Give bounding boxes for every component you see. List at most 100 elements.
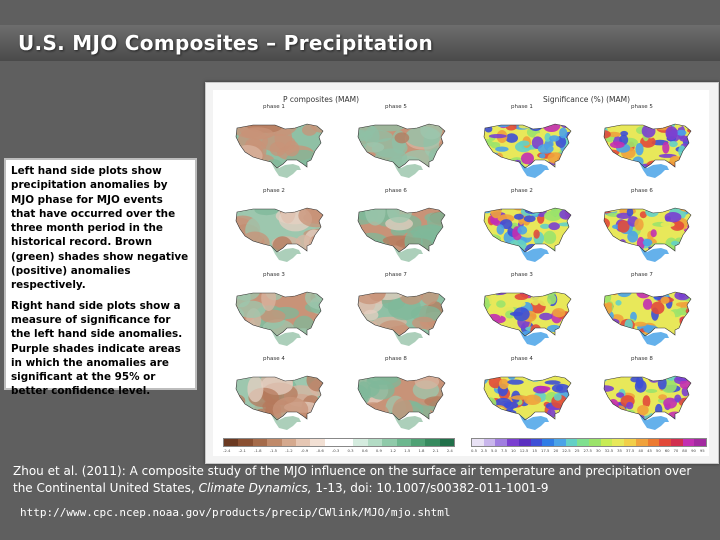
colorbar-swatch <box>624 439 636 446</box>
colorbar-swatch <box>495 439 508 446</box>
us-map-icon <box>471 194 589 266</box>
us-map-icon <box>591 110 709 182</box>
source-url[interactable]: http://www.cpc.ncep.noaa.gov/products/pr… <box>20 506 451 519</box>
colorbar-swatch <box>353 439 368 446</box>
left-colorbar-ticks: -2.4 -2.1 -1.8 -1.5 -1.2 -0.9 -0.6 -0.3 0.3 0.6 0.… <box>223 448 453 454</box>
colorbar-tick-label: 60 <box>664 448 670 453</box>
colorbar-tick-label: 17.5 <box>541 448 550 453</box>
us-map-icon <box>471 110 589 182</box>
colorbar-tick-label: 25 <box>574 448 580 453</box>
citation-details: 1-13, doi: 10.1007/s00382-011-1001-9 <box>315 481 549 495</box>
colorbar-tick-label: 90 <box>691 448 696 453</box>
us-map-icon <box>223 278 341 350</box>
right-colorbar <box>471 438 707 447</box>
colorbar-tick-label: 1.2 <box>390 448 397 453</box>
colorbar-swatch <box>339 439 354 446</box>
colorbar-swatch <box>324 439 339 446</box>
colorbar-tick-label: 37.5 <box>625 448 635 453</box>
colorbar-swatch <box>472 439 484 446</box>
us-map-icon <box>471 362 589 434</box>
colorbar-tick-label: 50 <box>655 448 661 453</box>
colorbar-tick-label: -1.5 <box>269 448 278 453</box>
slide-title: U.S. MJO Composites – Precipitation <box>18 31 434 55</box>
colorbar-tick-label: 2.5 <box>481 448 488 453</box>
left-colorbar <box>223 438 455 447</box>
colorbar-swatch <box>577 439 590 446</box>
significance-map-4: phase 6 <box>591 188 709 266</box>
left-figure-header: P composites (MAM) <box>283 95 360 104</box>
colorbar-swatch <box>425 439 440 446</box>
phase-label: phase 5 <box>631 104 653 110</box>
phase-label: phase 3 <box>263 272 285 278</box>
phase-label: phase 2 <box>263 188 285 194</box>
colorbar-swatch <box>396 439 411 446</box>
precip-anomaly-map-5: phase 3 <box>223 272 341 350</box>
colorbar-tick-label: 40 <box>638 448 644 453</box>
phase-label: phase 4 <box>511 356 533 362</box>
phase-label: phase 2 <box>511 188 533 194</box>
composite-figure: P composites (MAM) Significance (%) (MAM… <box>213 90 709 456</box>
phase-label: phase 8 <box>385 356 407 362</box>
colorbar-tick-label: 5.0 <box>491 448 498 453</box>
precip-anomaly-map-4: phase 6 <box>345 188 463 266</box>
precip-anomaly-map-6: phase 7 <box>345 272 463 350</box>
significance-map-5: phase 3 <box>471 272 589 350</box>
phase-label: phase 6 <box>631 188 653 194</box>
colorbar-tick-label: 30 <box>595 448 601 453</box>
significance-map-2: phase 5 <box>591 104 709 182</box>
precip-anomaly-map-3: phase 2 <box>223 188 341 266</box>
phase-label: phase 7 <box>385 272 407 278</box>
colorbar-tick-label: 2.1 <box>432 448 439 453</box>
title-bar <box>0 25 720 61</box>
colorbar-tick-label: 12.5 <box>519 448 529 453</box>
right-figure-header: Significance (%) (MAM) <box>543 95 631 104</box>
colorbar-swatch <box>310 439 325 446</box>
colorbar-swatch <box>439 439 454 446</box>
colorbar-tick-label: 15 <box>532 448 538 453</box>
phase-label: phase 1 <box>511 104 533 110</box>
colorbar-tick-label: -1.8 <box>254 448 262 453</box>
phase-label: phase 4 <box>263 356 285 362</box>
colorbar-tick-label: -2.4 <box>223 448 231 453</box>
colorbar-tick-label: 0.9 <box>375 448 382 453</box>
description-right-plots: Right hand side plots show a measure of … <box>11 299 183 398</box>
colorbar-swatch <box>281 439 296 446</box>
phase-label: phase 5 <box>385 104 407 110</box>
colorbar-swatch <box>238 439 253 446</box>
us-map-icon <box>591 278 709 350</box>
colorbar-tick-label: -0.6 <box>316 448 324 453</box>
colorbar-swatch <box>682 439 695 446</box>
colorbar-tick-label: 7.5 <box>501 448 508 453</box>
colorbar-swatch <box>589 439 601 446</box>
colorbar-tick-label: 1.5 <box>404 448 411 453</box>
colorbar-swatch <box>565 439 578 446</box>
significance-map-6: phase 7 <box>591 272 709 350</box>
colorbar-swatch <box>694 439 707 446</box>
significance-map-8: phase 8 <box>591 356 709 434</box>
colorbar-tick-label: 0.3 <box>347 448 354 453</box>
colorbar-swatch <box>252 439 268 446</box>
colorbar-swatch <box>647 439 660 446</box>
colorbar-tick-label: 0.5 <box>471 448 478 453</box>
citation-journal: Climate Dynamics, <box>198 481 312 495</box>
colorbar-tick-label: -2.1 <box>238 448 246 453</box>
phase-label: phase 7 <box>631 272 653 278</box>
colorbar-swatch <box>295 439 311 446</box>
us-map-icon <box>345 362 463 434</box>
colorbar-swatch <box>410 439 426 446</box>
description-left-plots: Left hand side plots show precipitation … <box>11 165 189 292</box>
precip-anomaly-map-7: phase 4 <box>223 356 341 434</box>
significance-map-7: phase 4 <box>471 356 589 434</box>
phase-label: phase 6 <box>385 188 407 194</box>
colorbar-tick-label: 22.5 <box>562 448 571 453</box>
colorbar-swatch <box>367 439 383 446</box>
colorbar-swatch <box>635 439 648 446</box>
us-map-icon <box>345 278 463 350</box>
colorbar-swatch <box>670 439 683 446</box>
colorbar-tick-label: 0.6 <box>361 448 368 453</box>
precip-anomaly-map-2: phase 5 <box>345 104 463 182</box>
colorbar-tick-label: 27.5 <box>583 448 592 453</box>
colorbar-tick-label: 1.8 <box>418 448 425 453</box>
colorbar-swatch <box>612 439 625 446</box>
colorbar-tick-label: 95 <box>699 448 705 453</box>
